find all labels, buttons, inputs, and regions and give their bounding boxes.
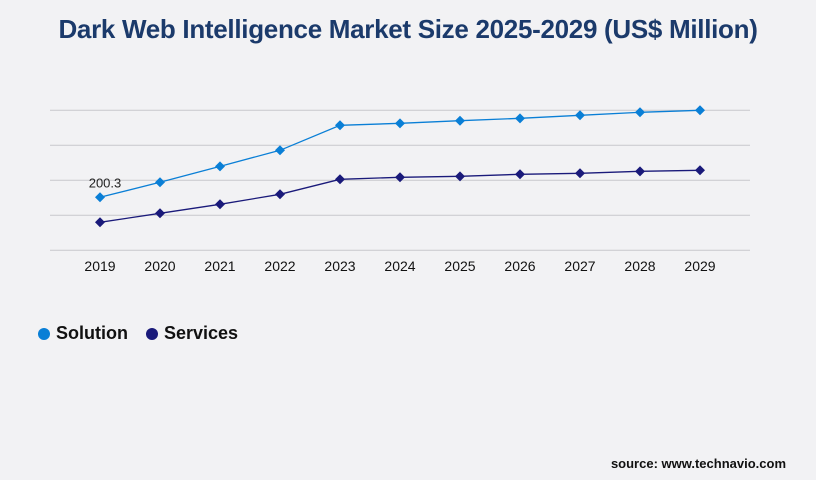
x-tick-label: 2024: [384, 258, 415, 274]
x-tick-label: 2021: [204, 258, 235, 274]
legend-marker-icon: [38, 327, 50, 340]
data-point-services: [95, 217, 105, 228]
x-tick-label: 2028: [624, 258, 655, 274]
x-tick-label: 2026: [504, 258, 535, 274]
x-tick-label: 2029: [684, 258, 715, 274]
data-point-solution: [635, 107, 645, 118]
data-point-solution: [215, 161, 225, 172]
data-point-services: [275, 189, 285, 200]
x-tick-label: 2023: [324, 258, 355, 274]
data-point-solution: [275, 145, 285, 156]
data-point-services: [635, 166, 645, 177]
data-point-services: [395, 172, 405, 183]
chart-title: Dark Web Intelligence Market Size 2025-2…: [58, 14, 758, 44]
x-tick-label: 2027: [564, 258, 595, 274]
data-point-solution: [335, 120, 345, 131]
data-point-solution: [575, 110, 585, 121]
legend-item-services: Services: [145, 323, 239, 344]
legend: Solution Services: [38, 323, 238, 344]
data-point-services: [575, 168, 585, 179]
x-tick-label: 2022: [264, 258, 295, 274]
legend-label: Solution: [56, 323, 128, 343]
data-label: 200.3: [89, 175, 122, 190]
x-tick-label: 2020: [144, 258, 175, 274]
x-tick-label: 2019: [84, 258, 115, 274]
data-point-services: [455, 171, 465, 182]
x-tick-label: 2025: [444, 258, 475, 274]
data-point-solution: [95, 192, 105, 203]
data-point-solution: [395, 118, 405, 129]
data-point-services: [155, 208, 165, 219]
data-point-services: [515, 169, 525, 180]
data-point-services: [695, 165, 705, 176]
data-point-solution: [155, 177, 165, 188]
data-point-solution: [695, 105, 705, 116]
legend-item-solution: Solution: [38, 323, 128, 344]
legend-label: Services: [163, 323, 239, 343]
data-point-services: [335, 174, 345, 185]
legend-marker-icon: [145, 327, 158, 340]
source-text: source: www.technavio.com: [610, 456, 786, 471]
data-point-solution: [455, 115, 465, 126]
data-point-services: [215, 199, 225, 210]
data-point-solution: [515, 113, 525, 124]
